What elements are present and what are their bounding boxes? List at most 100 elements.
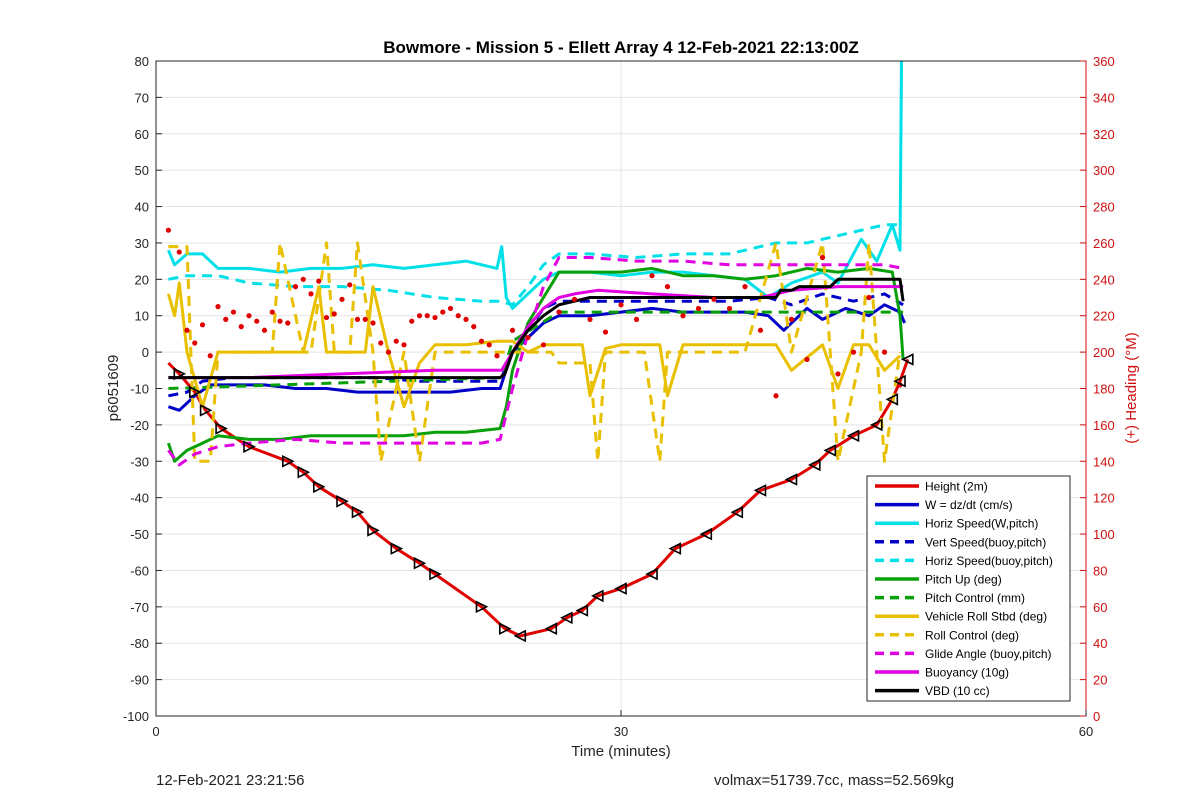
heading-point <box>277 318 283 324</box>
y-right-tick-label: 340 <box>1093 90 1115 105</box>
series-layer <box>165 61 910 638</box>
height-marker <box>312 480 326 494</box>
heading-point <box>587 316 593 322</box>
y-right-tick-label: 0 <box>1093 709 1100 724</box>
series-line <box>167 61 903 310</box>
heading-point <box>602 329 609 335</box>
y-tick-label: -30 <box>130 454 149 469</box>
heading-point <box>354 316 361 322</box>
heading-point <box>409 318 415 324</box>
x-tick-label: 60 <box>1079 724 1093 739</box>
heading-point <box>804 356 810 362</box>
heading-point <box>246 313 252 319</box>
heading-point <box>711 296 717 302</box>
height-marker <box>390 542 404 555</box>
y-right-tick-label: 220 <box>1093 309 1115 324</box>
heading-point <box>509 327 516 333</box>
height-marker <box>645 567 658 581</box>
y-tick-label: 70 <box>135 90 149 105</box>
height-marker <box>336 495 349 508</box>
heading-point <box>618 302 624 308</box>
y-right-tick-label: 180 <box>1093 382 1115 397</box>
height-marker <box>591 589 604 603</box>
heading-point <box>680 313 686 319</box>
heading-point <box>416 313 423 319</box>
heading-point <box>285 320 291 326</box>
y-tick-label: -10 <box>130 382 149 397</box>
height-marker <box>297 465 311 479</box>
heading-point <box>238 324 244 330</box>
y-right-tick-label: 320 <box>1093 127 1115 142</box>
height-marker <box>243 440 256 453</box>
heading-point <box>269 309 275 315</box>
height-marker <box>614 582 627 595</box>
series-line <box>166 281 902 409</box>
heading-point <box>819 254 826 261</box>
y-tick-label: -20 <box>130 418 149 433</box>
y-right-tick-label: 160 <box>1093 418 1115 433</box>
height-marker <box>215 422 228 435</box>
legend-label: Height (2m) <box>925 480 988 494</box>
axes: 80706050403020100-10-20-30-40-50-60-70-8… <box>123 54 1115 739</box>
y-tick-label: -40 <box>130 491 149 506</box>
heading-point <box>695 305 702 312</box>
heading-point <box>300 276 306 282</box>
series-line <box>167 358 910 638</box>
series-line <box>167 303 906 412</box>
heading-point <box>199 322 206 328</box>
height-marker <box>413 556 427 570</box>
heading-point <box>230 309 237 315</box>
heading-point <box>223 316 229 322</box>
heading-point <box>385 349 392 355</box>
heading-point <box>486 342 492 348</box>
heading-point <box>207 353 213 359</box>
heading-point <box>292 284 299 290</box>
legend-label: VBD (10 cc) <box>925 684 990 698</box>
height-marker <box>498 622 512 635</box>
y-right-tick-label: 260 <box>1093 236 1115 251</box>
heading-point <box>347 282 353 288</box>
height-marker <box>189 385 202 399</box>
heading-point <box>308 291 314 297</box>
y-tick-label: 0 <box>142 345 149 360</box>
legend-label: Pitch Control (mm) <box>925 591 1025 605</box>
height-marker <box>753 484 767 497</box>
heading-point <box>176 249 182 255</box>
y-right-tick-label: 140 <box>1093 454 1115 469</box>
y-tick-label: 40 <box>135 200 149 215</box>
height-marker <box>173 367 187 381</box>
heading-point <box>440 309 446 315</box>
legend: Height (2m) W = dz/dt (cm/s) Horiz Speed(W… <box>866 475 1071 702</box>
marker-layer <box>173 353 914 643</box>
y-right-tick-label: 80 <box>1093 563 1107 578</box>
height-marker <box>846 429 860 443</box>
y-right-tick-label: 200 <box>1093 345 1115 360</box>
heading-point <box>726 305 733 312</box>
y-tick-label: -70 <box>130 600 149 615</box>
y-tick-label: 80 <box>135 54 149 69</box>
legend-label: Pitch Up (deg) <box>925 573 1002 587</box>
y-axis-right-label: (+) Heading (°M) <box>1123 332 1140 443</box>
height-marker <box>281 455 295 468</box>
height-marker <box>823 444 837 457</box>
heading-point <box>339 296 345 302</box>
heading-point <box>525 334 531 341</box>
x-tick-label: 30 <box>614 724 628 739</box>
heading-point <box>540 342 547 348</box>
y-right-tick-label: 100 <box>1093 527 1115 542</box>
heading-point <box>664 284 671 290</box>
height-marker <box>901 353 914 366</box>
legend-label: Vert Speed(buoy,pitch) <box>925 535 1046 549</box>
footer-timestamp: 12-Feb-2021 23:21:56 <box>156 772 305 789</box>
y-right-tick-label: 120 <box>1093 491 1115 506</box>
height-marker <box>199 404 213 417</box>
y-tick-label: 30 <box>135 236 149 251</box>
heading-point <box>494 353 500 359</box>
x-tick-label: 0 <box>152 724 159 739</box>
y-right-tick-label: 360 <box>1093 54 1115 69</box>
heading-point <box>455 313 461 319</box>
footer-volmax-mass: volmax=51739.7cc, mass=52.569kg <box>714 772 955 789</box>
height-marker <box>544 622 558 635</box>
y-tick-label: 50 <box>135 163 149 178</box>
legend-label: Horiz Speed(buoy,pitch) <box>925 554 1053 568</box>
